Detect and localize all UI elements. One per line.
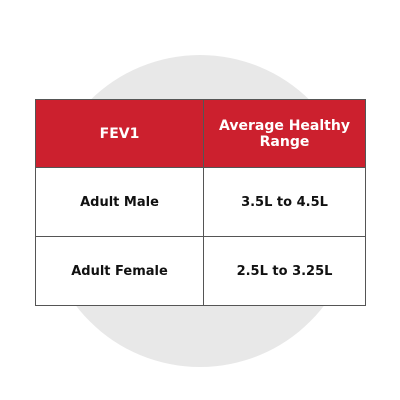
cell: Adult Male: [35, 167, 204, 237]
cell: Adult Female: [35, 236, 204, 306]
cell: 2.5L to 3.25L: [203, 236, 366, 306]
row: Adult Female 2.5L to 3.25L: [35, 236, 366, 306]
header-row: FEV1 Average Healthy Range: [35, 99, 366, 168]
fev1-table: FEV1 Average Healthy Range Adult Male 3.…: [35, 99, 366, 306]
row: Adult Male 3.5L to 4.5L: [35, 167, 366, 237]
cell: 3.5L to 4.5L: [203, 167, 366, 237]
header-cell: FEV1: [35, 99, 204, 168]
header-cell: Average Healthy Range: [203, 99, 366, 168]
